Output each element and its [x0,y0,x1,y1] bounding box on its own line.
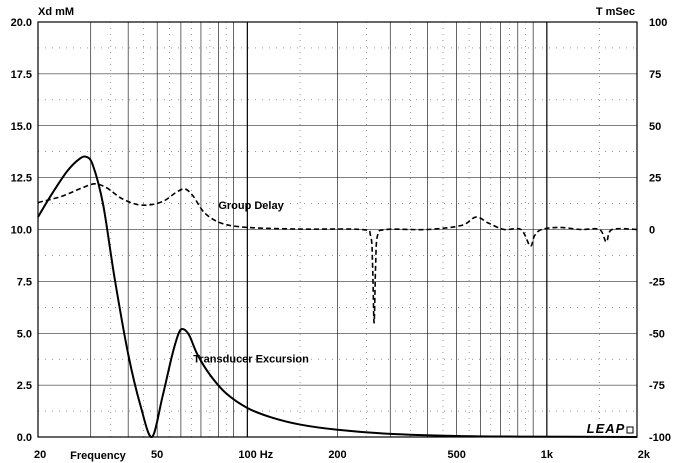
left-tick-label: 2.5 [17,380,32,392]
left-tick-label: 15.0 [11,121,32,133]
x-tick-label: 50 [151,449,163,461]
tick-labels: 0.0 2.5 5.0 7.5 10.0 12.5 15.0 17.5 20.0 -100 -75 -… [11,17,671,461]
left-tick-label: 12.5 [11,173,32,185]
left-tick-label: 20.0 [11,17,32,29]
annotation-label: Group Delay [218,200,284,212]
left-tick-label: 17.5 [11,69,32,81]
left-axis-label: Xd mM [38,6,74,18]
grid-major [38,22,637,437]
right-tick-label: 50 [649,121,661,133]
x-tick-label: 500 [448,449,466,461]
left-tick-label: 10.0 [11,225,32,237]
annotation-label: Transducer Excursion [193,353,309,365]
right-tick-label: -25 [649,276,665,288]
right-tick-label: -50 [649,328,665,340]
x-tick-label: 2k [638,449,651,461]
logo-text: LEAP [587,421,626,436]
x-tick-label: 100 Hz [238,449,273,461]
left-tick-label: 0.0 [17,432,32,444]
right-tick-label: 0 [649,225,655,237]
right-tick-label: -75 [649,380,665,392]
x-tick-label: 1k [541,449,554,461]
x-tick-label: 200 [328,449,346,461]
logo-mark [626,426,634,434]
x-axis-label: Frequency [70,450,127,462]
left-tick-label: 7.5 [17,276,32,288]
annotations: Group Delay Transducer Excursion [193,200,309,366]
right-tick-label: 75 [649,69,661,81]
left-tick-label: 5.0 [17,328,32,340]
right-axis-label: T mSec [596,6,635,18]
excursion-line [37,155,638,439]
group-delay-line [37,183,638,324]
series-layer [37,155,638,439]
right-tick-label: 25 [649,173,661,185]
right-tick-label: -100 [649,432,671,444]
x-tick-label: 20 [34,449,46,461]
leap-logo: LEAP [587,421,634,436]
right-tick-label: 100 [649,17,667,29]
